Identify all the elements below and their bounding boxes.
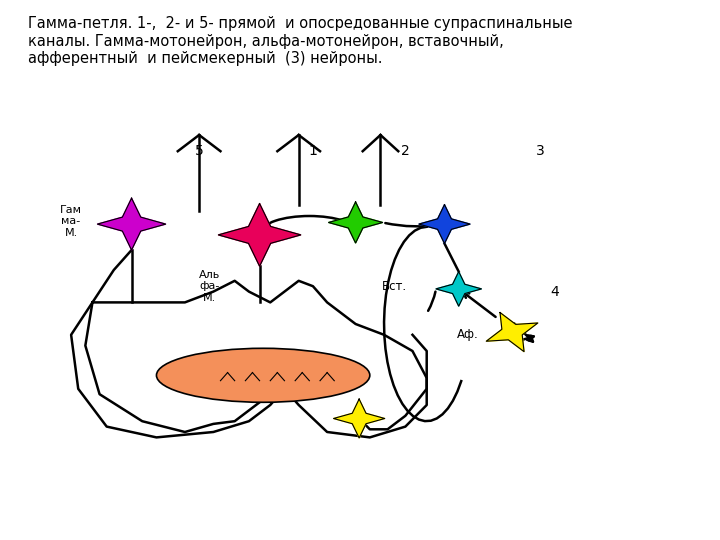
Text: Аль
фа-
М.: Аль фа- М. bbox=[199, 269, 220, 303]
Text: Вст.: Вст. bbox=[382, 280, 408, 293]
Text: 4: 4 bbox=[550, 285, 559, 299]
Polygon shape bbox=[328, 202, 382, 243]
Text: 2: 2 bbox=[401, 144, 410, 158]
Text: 5: 5 bbox=[194, 144, 204, 158]
Text: Гамма-петля. 1-,  2- и 5- прямой  и опосредованные супраспинальные
каналы. Гамма: Гамма-петля. 1-, 2- и 5- прямой и опосре… bbox=[29, 16, 573, 66]
Polygon shape bbox=[71, 281, 427, 437]
Ellipse shape bbox=[156, 348, 370, 402]
Polygon shape bbox=[419, 205, 470, 244]
Polygon shape bbox=[436, 272, 482, 306]
Text: Гам
ма-
М.: Гам ма- М. bbox=[60, 205, 82, 238]
Polygon shape bbox=[97, 198, 166, 250]
Text: Аф.: Аф. bbox=[457, 328, 479, 341]
Polygon shape bbox=[218, 204, 301, 266]
Text: 3: 3 bbox=[536, 144, 545, 158]
Polygon shape bbox=[333, 399, 384, 438]
Text: 1: 1 bbox=[308, 144, 318, 158]
Polygon shape bbox=[486, 313, 538, 352]
